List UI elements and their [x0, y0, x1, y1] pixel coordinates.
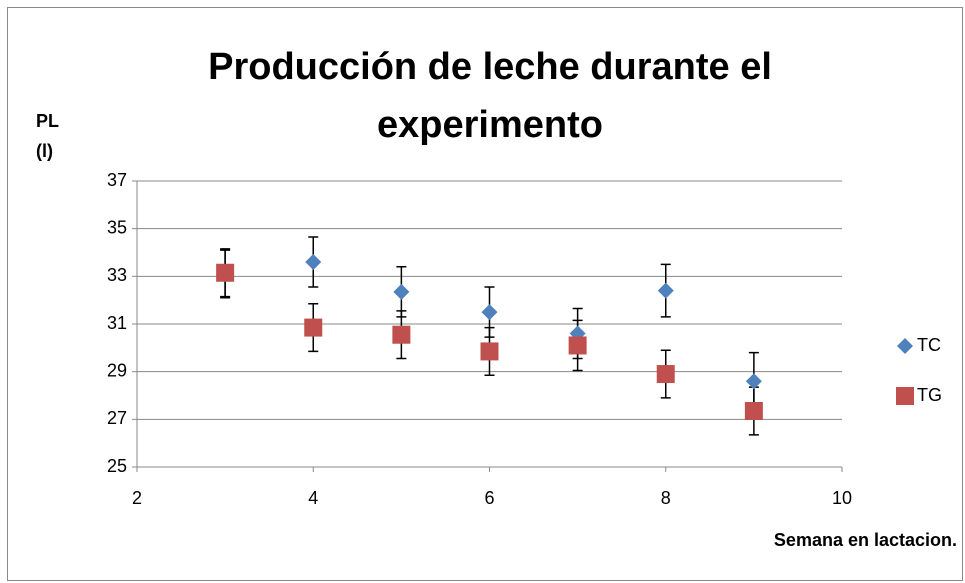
data-point	[480, 342, 499, 361]
y-tick-label: 27	[107, 408, 127, 428]
data-point	[568, 336, 587, 355]
x-tick-label: 8	[661, 488, 671, 508]
legend-marker	[897, 338, 913, 354]
y-tick-label: 37	[107, 170, 127, 190]
chart-frame	[7, 7, 963, 581]
x-tick-label: 6	[484, 488, 494, 508]
legend-marker	[896, 387, 914, 405]
y-tick-label: 33	[107, 265, 127, 285]
x-axis-label: Semana en lactacion.	[773, 530, 957, 550]
data-point	[216, 263, 235, 282]
x-tick-label: 2	[132, 488, 142, 508]
data-point	[392, 325, 411, 344]
data-point	[656, 365, 675, 384]
data-point	[657, 282, 674, 299]
y-tick-label: 31	[107, 313, 127, 333]
data-point	[481, 304, 498, 321]
y-tick-label: 35	[107, 217, 127, 237]
legend-label: TG	[917, 385, 942, 405]
data-point	[745, 373, 762, 390]
legend-label: TC	[917, 335, 941, 355]
x-tick-label: 4	[308, 488, 318, 508]
y-tick-label: 25	[107, 456, 127, 476]
y-tick-label: 29	[107, 360, 127, 380]
chart-title: Producción de leche durante el experimen…	[208, 46, 772, 146]
data-point	[304, 318, 323, 337]
data-point	[305, 254, 322, 271]
x-tick-label: 10	[832, 488, 852, 508]
data-point	[393, 283, 410, 300]
data-point	[744, 401, 763, 420]
y-axis-label: PL (l)	[36, 111, 59, 161]
